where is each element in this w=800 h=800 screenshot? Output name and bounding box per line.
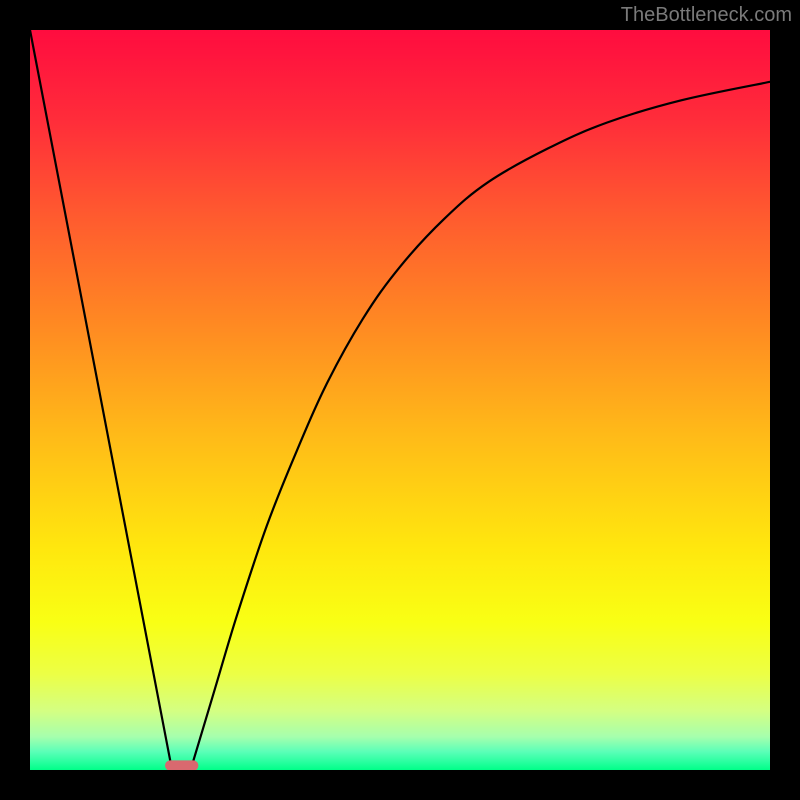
curve-right-branch [193,82,770,763]
watermark-text: TheBottleneck.com [621,4,792,27]
curve-left-branch [30,30,171,763]
minimum-marker [165,760,198,770]
curve-layer [30,30,770,770]
plot-area [30,30,770,770]
